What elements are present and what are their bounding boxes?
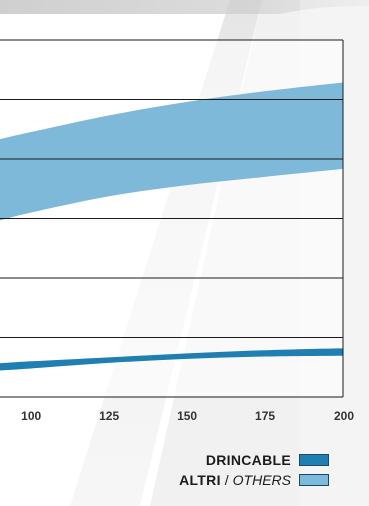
plot-area — [0, 39, 344, 398]
legend-label-drincable: DRINCABLE — [205, 452, 291, 468]
band-drincable — [0, 348, 343, 371]
legend-label-altri: ALTRI — [179, 472, 221, 488]
legend-item-drincable: DRINCABLE — [179, 450, 329, 470]
x-tick-label: 100 — [21, 409, 41, 423]
header-band — [0, 0, 369, 14]
legend-swatch-drincable — [299, 454, 329, 466]
x-axis-ticks: 100 125 150 175 200 — [21, 409, 354, 423]
legend-separator: / — [224, 472, 229, 488]
x-tick-label: 200 — [334, 409, 354, 423]
legend-item-altri: ALTRI / OTHERS — [179, 470, 329, 490]
legend-label-others: OTHERS — [232, 472, 291, 488]
x-tick-label: 150 — [177, 409, 197, 423]
x-tick-label: 125 — [99, 409, 119, 423]
legend-swatch-altri — [299, 474, 329, 486]
x-tick-label: 175 — [255, 409, 275, 423]
band-altri — [0, 82, 343, 221]
legend: DRINCABLE ALTRI / OTHERS — [179, 450, 329, 490]
